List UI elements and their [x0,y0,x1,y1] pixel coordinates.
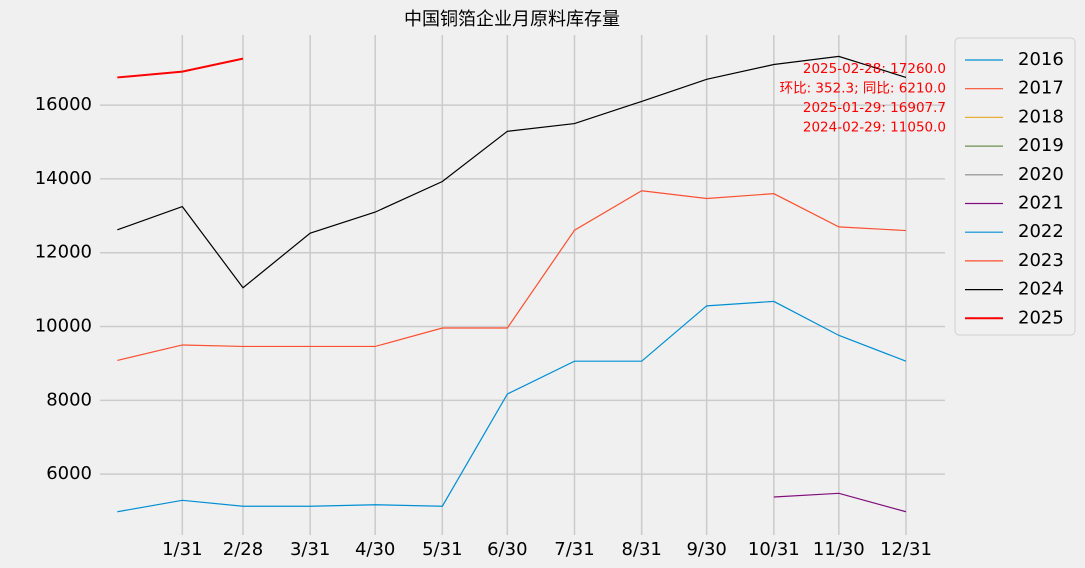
x-tick-label: 1/31 [162,539,202,560]
x-tick-label: 11/30 [813,539,865,560]
y-tick-label: 8000 [46,389,92,410]
x-tick-label: 9/30 [686,539,726,560]
series-line [117,300,907,513]
annotation: 2024-02-29: 11050.0 [803,120,946,136]
series-line [773,492,907,513]
x-tick-label: 3/31 [290,539,330,560]
x-tick-label: 7/31 [554,539,594,560]
legend-label: 2021 [1018,193,1064,214]
x-tick-label: 10/31 [748,539,800,560]
legend-label: 2022 [1018,221,1064,242]
legend-label: 2018 [1018,106,1064,127]
annotation: 环比: 352.3; 同比: 6210.0 [780,81,946,97]
y-tick-label: 10000 [35,316,92,337]
x-tick-label: 2/28 [223,539,263,560]
legend-label: 2020 [1018,164,1064,185]
y-tick-label: 16000 [35,94,92,115]
legend-label: 2025 [1018,307,1064,328]
x-tick-label: 12/31 [880,539,932,560]
x-tick-label: 5/31 [422,539,462,560]
x-tick-label: 4/30 [355,539,395,560]
series-line [117,57,244,79]
legend-label: 2016 [1018,49,1064,70]
chart-title: 中国铜箔企业月原料库存量 [404,9,620,30]
series-line [117,190,907,362]
annotation: 2025-01-29: 16907.7 [803,100,946,116]
y-tick-label: 14000 [35,168,92,189]
legend-label: 2017 [1018,78,1064,99]
x-tick-label: 8/31 [621,539,661,560]
legend-label: 2023 [1018,250,1064,271]
series-line [117,55,907,289]
legend-label: 2019 [1018,135,1064,156]
y-tick-label: 12000 [35,242,92,263]
annotation: 2025-02-28: 17260.0 [803,61,946,77]
legend-label: 2024 [1018,279,1064,300]
y-tick-label: 6000 [46,463,92,484]
x-tick-label: 6/30 [487,539,527,560]
